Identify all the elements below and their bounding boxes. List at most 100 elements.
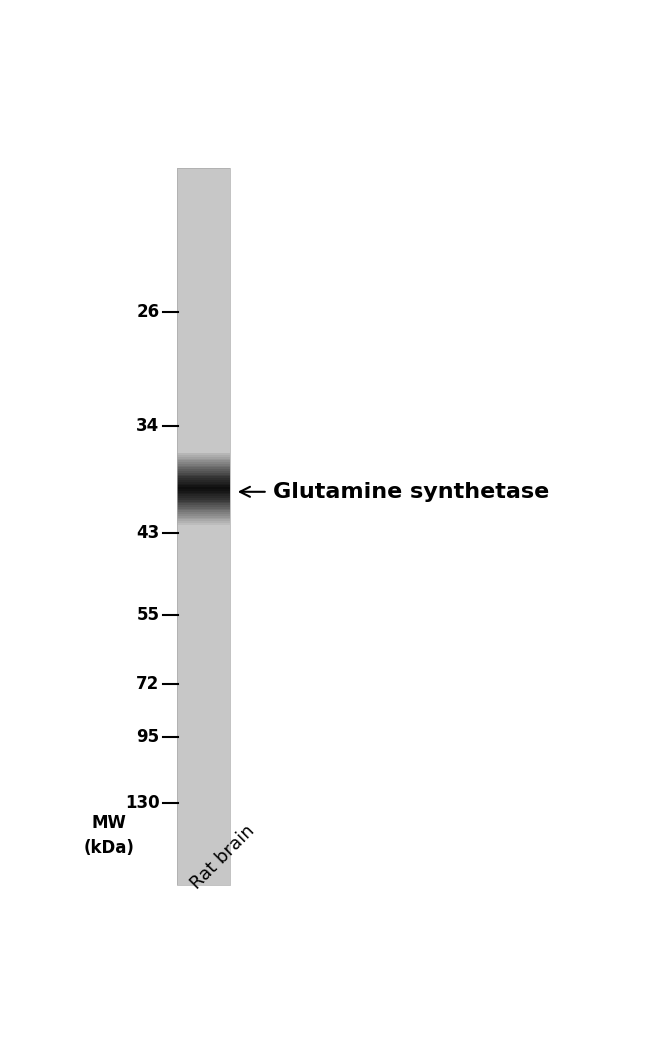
Bar xyxy=(177,249,230,251)
Bar xyxy=(177,173,230,175)
Bar xyxy=(177,234,230,237)
Bar xyxy=(177,293,230,296)
Bar xyxy=(177,563,230,566)
Bar xyxy=(177,510,230,512)
Bar xyxy=(177,523,230,525)
Bar xyxy=(177,863,230,865)
Bar xyxy=(177,319,230,321)
Bar xyxy=(177,438,230,441)
Bar xyxy=(177,429,230,432)
Bar xyxy=(177,838,230,840)
Bar xyxy=(177,367,230,369)
Text: 95: 95 xyxy=(136,728,159,746)
Bar xyxy=(177,791,230,793)
Bar xyxy=(177,403,230,405)
Bar xyxy=(177,170,230,172)
Bar xyxy=(177,365,230,367)
Bar xyxy=(177,535,230,537)
Bar xyxy=(177,704,230,706)
Bar xyxy=(177,376,230,378)
Bar xyxy=(177,587,230,589)
Bar xyxy=(177,786,230,788)
Text: 55: 55 xyxy=(136,606,159,624)
Bar xyxy=(177,215,230,217)
Bar xyxy=(177,654,230,656)
Bar xyxy=(177,327,230,330)
Bar xyxy=(177,220,230,222)
Bar xyxy=(177,197,230,199)
Bar xyxy=(177,490,230,492)
Bar xyxy=(177,408,230,410)
Bar xyxy=(177,558,230,560)
Bar xyxy=(177,733,230,736)
Bar xyxy=(177,529,230,532)
Bar xyxy=(177,348,230,350)
Bar xyxy=(177,390,230,392)
Bar xyxy=(177,673,230,675)
Bar xyxy=(177,440,230,442)
Bar xyxy=(177,772,230,774)
Bar xyxy=(177,478,230,480)
Bar xyxy=(177,512,230,514)
Bar xyxy=(177,404,230,407)
Bar xyxy=(177,485,230,487)
Bar xyxy=(177,281,230,283)
Bar xyxy=(177,377,230,379)
Bar xyxy=(177,411,230,414)
Bar xyxy=(177,757,230,759)
Bar xyxy=(177,275,230,277)
Bar xyxy=(177,212,230,214)
Bar xyxy=(177,195,230,197)
Bar xyxy=(177,691,230,693)
Bar xyxy=(177,353,230,355)
Bar xyxy=(177,637,230,639)
Bar xyxy=(177,168,230,884)
Bar xyxy=(177,311,230,314)
Bar xyxy=(177,521,230,523)
Bar xyxy=(177,259,230,261)
Bar xyxy=(177,471,230,473)
Bar xyxy=(177,479,230,482)
Bar xyxy=(177,621,230,623)
Bar xyxy=(177,315,230,317)
Bar xyxy=(177,513,230,516)
Bar xyxy=(177,267,230,269)
Bar xyxy=(177,500,230,502)
Bar xyxy=(177,466,230,468)
Bar xyxy=(177,492,230,494)
Bar xyxy=(177,743,230,745)
Bar xyxy=(177,825,230,827)
Bar xyxy=(177,489,230,491)
Bar xyxy=(177,722,230,724)
Bar xyxy=(177,270,230,272)
Bar xyxy=(177,467,230,469)
Bar xyxy=(177,448,230,450)
Bar xyxy=(177,870,230,872)
Bar xyxy=(177,458,230,460)
Bar xyxy=(177,834,230,837)
Bar xyxy=(177,642,230,645)
Bar xyxy=(177,780,230,782)
Bar xyxy=(177,741,230,743)
Bar xyxy=(177,280,230,282)
Bar xyxy=(177,186,230,188)
Bar xyxy=(177,217,230,219)
Bar xyxy=(177,807,230,810)
Bar xyxy=(177,680,230,682)
Bar xyxy=(177,435,230,437)
Bar xyxy=(177,675,230,677)
Bar xyxy=(177,581,230,584)
Bar xyxy=(177,341,230,344)
Bar xyxy=(177,320,230,322)
Bar xyxy=(177,858,230,860)
Bar xyxy=(177,777,230,779)
Bar xyxy=(177,414,230,416)
Bar xyxy=(177,317,230,319)
Bar xyxy=(177,591,230,593)
Bar xyxy=(177,369,230,371)
Bar xyxy=(177,222,230,224)
Bar xyxy=(177,433,230,435)
Bar xyxy=(177,766,230,769)
Bar xyxy=(177,631,230,634)
Bar xyxy=(177,682,230,685)
